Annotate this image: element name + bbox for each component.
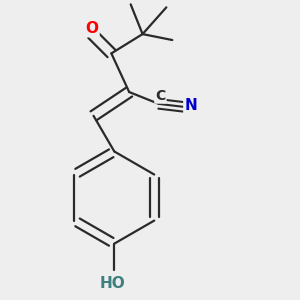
Text: O: O (85, 21, 98, 36)
Text: C: C (155, 88, 166, 103)
Text: N: N (184, 98, 197, 113)
Text: HO: HO (100, 276, 126, 291)
